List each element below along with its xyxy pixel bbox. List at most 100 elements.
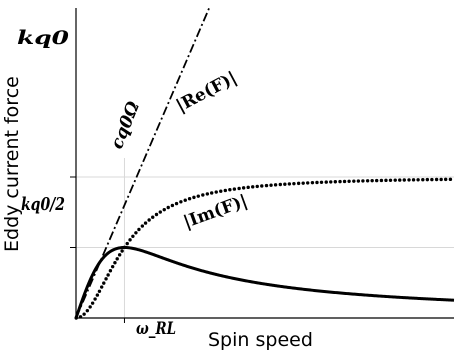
re-f-dot [255,184,259,189]
re-f-dot [347,179,351,183]
re-f-dot [361,179,365,183]
re-f-dot [402,178,406,182]
re-f-dot [273,183,278,187]
re-f-dot [356,179,361,183]
y-tick-label-kq0-half: kq0/2 [21,194,65,215]
re-f-dot [448,177,453,182]
re-f-dot [110,264,115,269]
axes [70,8,454,323]
re-f-dot [170,203,175,208]
re-f-dot [241,186,246,190]
series-im-f-line [74,246,455,319]
re-f-dot [78,315,83,319]
series-layer [74,7,455,320]
re-f-dot [416,178,420,182]
re-f-dot [125,241,129,246]
re-f-dot [375,178,379,183]
re-f-dot [425,177,430,182]
re-f-dot [183,198,187,202]
re-f-dot [246,185,250,190]
re-f-dot [443,177,448,182]
re-f-dot [324,180,328,184]
re-f-dot [113,260,117,265]
re-f-dot [210,191,214,195]
re-f-dot [100,285,104,289]
re-f-dot [192,195,196,200]
re-f-dot [143,221,148,225]
re-f-dot [102,281,106,285]
re-f-dot [301,181,305,185]
re-f-dot [439,177,443,182]
im-f-label: |Im(F)| [181,191,250,233]
re-f-dot [411,178,416,182]
re-f-dot [393,178,397,182]
re-f-dot [352,179,356,183]
re-f-dot [407,178,411,182]
re-f-dot [384,178,388,183]
re-f-dot [310,180,315,185]
y-tick-kq0-text: kq0 [17,27,69,49]
re-f-dot [85,308,90,313]
re-f-dot [140,224,145,228]
re-f-dot [219,189,223,193]
re-f-dot [97,289,102,293]
re-f-dot [365,179,370,183]
re-f-dot [147,218,151,222]
re-f-dot [292,181,296,186]
re-f-dot [287,182,292,186]
y-tick-kq0-half-text: kq0/2 [21,194,65,215]
re-f-dot [201,193,205,197]
re-f-dot [379,178,384,183]
re-f-dot [117,253,122,257]
re-f-dot [134,231,138,235]
re-f-dot [315,180,319,185]
re-f-dot [269,183,273,187]
cq0-omega-label: cq0Ω [107,99,144,152]
re-f-label: |Re(F)| [173,68,240,116]
x-tick-omega-rl: ω_RL [136,319,176,339]
re-f-dot [260,184,264,188]
re-f-dot [223,188,228,193]
re-f-dot [106,273,110,277]
re-f-dot [120,249,124,253]
re-f-dot [398,178,402,182]
re-f-dot [166,205,170,210]
re-f-dot [306,181,310,185]
re-f-dot [128,238,132,242]
re-f-dot [228,188,232,192]
re-f-dot [82,312,86,316]
x-axis-label: Spin speed [208,329,313,351]
guide-lines [76,158,454,318]
re-f-dot [251,185,255,189]
re-f-dot [278,182,283,187]
series-re-f-dots [74,177,453,320]
re-f-dot [264,183,269,188]
y-tick-label-kq0: kq0 [17,27,69,49]
series-cq0-omega-line [75,7,211,319]
re-f-dot [421,178,425,182]
re-f-dot [196,194,200,198]
re-f-dot [319,180,324,184]
re-f-dot [434,177,439,182]
re-f-dot [296,181,301,186]
re-f-dot [88,305,92,309]
re-f-dot [93,297,97,301]
re-f-dot [90,301,95,305]
re-f-dot [214,190,218,194]
re-f-dot [342,179,347,184]
re-f-dot [237,186,241,191]
re-f-dot [333,180,338,184]
re-f-dot [232,187,237,191]
re-f-dot [187,197,192,201]
re-f-dot [370,178,374,183]
re-f-dot [162,207,166,212]
re-f-dot [104,277,108,281]
re-f-dot [283,182,287,186]
re-f-dot [108,269,113,273]
re-f-dot [388,178,393,182]
re-f-dot [179,200,183,204]
y-axis-label: Eddy current force [1,76,23,252]
re-f-dot [95,293,100,297]
re-f-dot [151,215,155,219]
